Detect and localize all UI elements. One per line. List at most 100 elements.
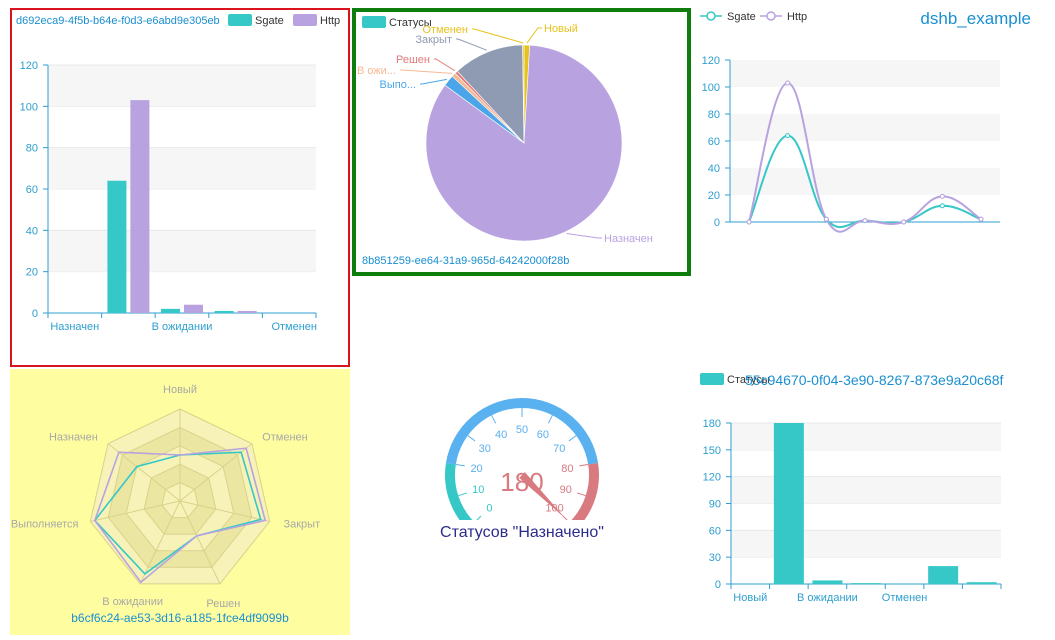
grid-band (730, 60, 1000, 87)
y-tick-label: 60 (708, 136, 720, 148)
legend-label: Sgate (727, 11, 756, 23)
data-point (786, 134, 790, 138)
data-point (979, 217, 983, 221)
gauge-value: 180 (500, 467, 543, 497)
gauge-minor-tick (459, 452, 463, 453)
bar-sgate (215, 311, 234, 313)
gauge-minor-tick (574, 510, 577, 512)
x-tick-label: Назначен (50, 321, 99, 333)
gauge-tick-label: 60 (537, 429, 549, 441)
y-tick-label: 60 (709, 525, 721, 537)
gauge-tick-label: 70 (553, 443, 565, 455)
y-tick-label: 180 (703, 418, 721, 430)
gauge-major-tick (468, 436, 475, 441)
gauge-minor-tick (472, 431, 475, 434)
legend-marker (707, 12, 715, 20)
pie-label-line (567, 233, 602, 238)
gauge-minor-tick (577, 505, 581, 507)
grid-band (731, 477, 1001, 504)
gauge-minor-tick (467, 510, 470, 512)
y-tick-label: 120 (703, 472, 721, 484)
gauge-tick-label: 40 (495, 429, 507, 441)
x-tick-label: Новый (733, 592, 767, 604)
bar-статусы (774, 423, 804, 584)
pie-label-line (527, 28, 542, 43)
bar-http (184, 305, 203, 313)
x-tick-label: В ожидании (797, 592, 858, 604)
chart-title: b6cf6c24-ae53-3d16-a185-1fce4df9099b (71, 611, 289, 625)
gauge-major-tick (569, 436, 576, 441)
pie-label-line (472, 29, 523, 43)
data-point (863, 219, 867, 223)
y-tick-label: 80 (26, 143, 38, 155)
legend-label: Http (320, 15, 340, 27)
legend-label: Sgate (255, 15, 284, 27)
chart-title: 55c94670-0f04-3e90-8267-873e9a20c68f (745, 372, 1004, 388)
radar-indicator-label: Назначен (49, 432, 98, 444)
pie-label: Решен (396, 54, 430, 66)
pie-label-line (456, 39, 487, 50)
legend-label: Http (787, 11, 807, 23)
gauge-minor-tick (481, 422, 483, 425)
gauge-minor-tick (571, 515, 574, 518)
gauge-tick-label: 90 (560, 484, 572, 496)
gauge-panel: 0102030405060708090100180 (420, 380, 630, 520)
gauge-minor-tick (569, 431, 572, 434)
gauge-minor-tick (509, 409, 510, 413)
gauge-minor-tick (461, 446, 465, 448)
gauge-major-tick (458, 493, 467, 496)
gauge-minor-tick (457, 458, 461, 459)
radar-indicator-label: Новый (163, 384, 197, 396)
x-tick-label: В ожидании (152, 321, 213, 333)
y-tick-label: 20 (26, 267, 38, 279)
gauge-minor-tick (470, 515, 473, 518)
gauge-chart: 0102030405060708090100180 (420, 380, 630, 520)
chart-title: d692eca9-4f5b-b64e-f0d3-e6abd9e305eb (16, 15, 220, 27)
gauge-minor-tick (456, 483, 460, 484)
y-tick-label: 60 (26, 184, 38, 196)
gauge-minor-tick (585, 483, 589, 484)
gauge-minor-tick (461, 500, 465, 502)
radar-indicator-label: В ожидании (102, 596, 163, 608)
legend-swatch (700, 373, 724, 385)
gauge-minor-tick (503, 411, 504, 415)
y-tick-label: 120 (702, 55, 720, 67)
radar-indicator-label: Выполняется (11, 518, 79, 530)
gauge-minor-tick (476, 426, 479, 429)
pie-label: В ожи... (357, 65, 396, 77)
data-point (786, 81, 790, 85)
x-tick-label: Отменен (271, 321, 317, 333)
grid-band (731, 530, 1001, 557)
bar-статусы (812, 580, 842, 584)
pie-label: Назначен (604, 233, 653, 245)
grid-band (730, 168, 1000, 195)
pie-label: Новый (544, 23, 578, 35)
y-tick-label: 0 (714, 217, 720, 229)
grid-band (48, 148, 316, 189)
bar-http (130, 100, 149, 313)
bar-sgate (107, 181, 126, 313)
grid-band (731, 423, 1001, 450)
gauge-minor-tick (565, 426, 568, 429)
data-point (940, 204, 944, 208)
pie-label-line (420, 79, 447, 84)
bar-chart-1: d692eca9-4f5b-b64e-f0d3-e6abd9e305eb Sgat… (12, 10, 348, 365)
gauge-major-tick (579, 465, 588, 466)
bar-статусы (967, 582, 997, 584)
grid-band (48, 230, 316, 271)
x-tick-label: Отменен (882, 592, 928, 604)
y-tick-label: 100 (702, 82, 720, 94)
gauge-minor-tick (581, 452, 585, 453)
gauge-minor-tick (583, 458, 587, 459)
gauge-major-tick (563, 516, 569, 520)
legend-swatch-sgate (228, 14, 252, 26)
data-point (940, 194, 944, 198)
pie-label: Выпо... (380, 79, 417, 91)
gauge-tick-label: 0 (486, 503, 492, 515)
y-tick-label: 0 (32, 308, 38, 320)
gauge-title: Статусов "Назначено" (400, 524, 644, 542)
